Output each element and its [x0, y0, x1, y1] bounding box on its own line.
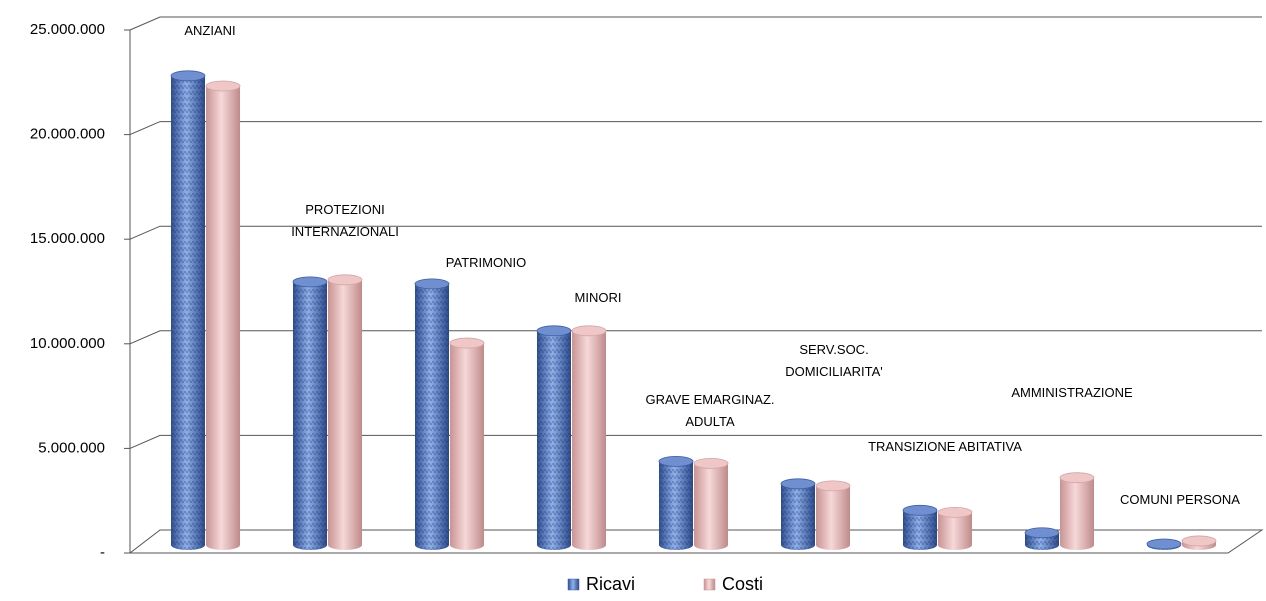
grid-line — [129, 16, 1262, 31]
cylinder — [1182, 540, 1216, 550]
cylinder — [694, 463, 728, 550]
legend-label: Costi — [722, 574, 763, 594]
y-tick-label: 25.000.000 — [30, 21, 105, 38]
cylinder-top — [815, 480, 851, 492]
cylinder-top — [780, 478, 816, 490]
cylinder-top — [1024, 527, 1060, 539]
cylinder-top — [1146, 538, 1182, 550]
cylinder-top — [449, 337, 485, 349]
cylinder — [816, 485, 850, 550]
grid-line — [129, 121, 1262, 136]
cylinder-texture — [415, 283, 449, 550]
cylinder — [450, 343, 484, 550]
cylinder-texture — [537, 330, 571, 550]
y-tick-label: - — [100, 544, 105, 561]
category-label: COMUNI PERSONA — [1120, 492, 1240, 507]
legend-label: Ricavi — [586, 574, 635, 594]
cylinder-top — [205, 80, 241, 92]
cylinder-texture — [781, 483, 815, 550]
cylinder-top — [1181, 535, 1217, 547]
y-tick-label: 15.000.000 — [30, 230, 105, 247]
cylinder-top — [1059, 472, 1095, 484]
cylinder-top — [414, 278, 450, 290]
category-label: SERV.SOC. DOMICILIARITA' — [785, 342, 883, 379]
cylinder-top — [902, 504, 938, 516]
cylinder-top — [327, 274, 363, 286]
grid-line — [129, 225, 1262, 240]
cylinder — [206, 86, 240, 550]
cylinder-texture — [171, 75, 205, 551]
y-tick-label: 20.000.000 — [30, 126, 105, 143]
cylinder — [328, 279, 362, 550]
cylinder-texture — [659, 461, 693, 550]
y-tick-label: 10.000.000 — [30, 335, 105, 352]
cylinder — [1060, 477, 1094, 550]
cylinder-top — [292, 276, 328, 288]
cylinder-texture — [293, 281, 327, 550]
cylinder-top — [536, 325, 572, 337]
cylinder — [572, 330, 606, 550]
grid-line — [129, 330, 1262, 345]
legend-swatch — [703, 578, 716, 591]
cylinder-top — [937, 506, 973, 518]
category-label: PATRIMONIO — [445, 255, 527, 270]
category-label: PROTEZIONI INTERNAZIONALI — [291, 202, 399, 239]
cylinder — [938, 512, 972, 550]
grid-line — [129, 434, 1262, 449]
legend-swatch — [567, 578, 580, 591]
category-label: GRAVE EMARGINAZ. ADULTA — [645, 392, 775, 429]
cylinder-top — [571, 325, 607, 337]
y-tick-label: 5.000.000 — [38, 439, 105, 456]
cylinder-texture — [903, 510, 937, 550]
cylinder-texture — [1025, 532, 1059, 550]
cylinder-top — [693, 457, 729, 469]
category-label: ANZIANI — [184, 23, 236, 38]
category-label: AMMINISTRAZIONE — [1011, 385, 1133, 400]
category-label: MINORI — [574, 290, 622, 305]
cylinder-top — [658, 455, 694, 467]
cylinder-top — [170, 70, 206, 82]
category-label: TRANSIZIONE ABITATIVA — [868, 439, 1022, 454]
